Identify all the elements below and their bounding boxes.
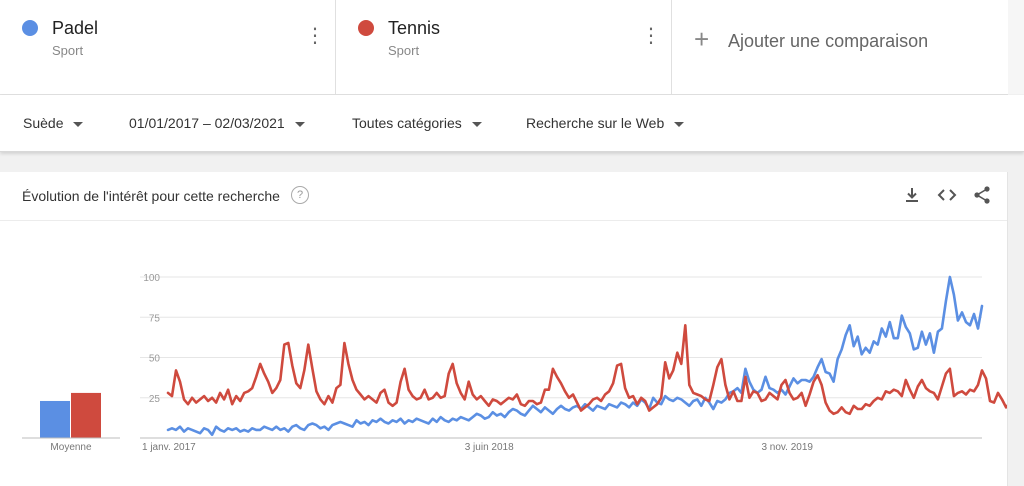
panel-title: Évolution de l'intérêt pour cette recher… <box>22 188 280 204</box>
term-type: Sport <box>52 43 84 58</box>
panel-header: Évolution de l'intérêt pour cette recher… <box>0 172 1007 221</box>
term-name[interactable]: Tennis <box>388 18 441 38</box>
series-line-padel <box>166 275 984 437</box>
plus-icon: + <box>694 24 710 54</box>
more-vert-icon[interactable]: ⋮ <box>305 25 325 47</box>
caret-down-icon <box>73 121 84 127</box>
region-value: Suède <box>23 115 64 131</box>
x-tick-label: 3 juin 2018 <box>465 442 514 453</box>
question-circle-icon[interactable]: ? <box>291 186 309 204</box>
add-comparison-label: Ajouter une comparaison <box>728 31 929 51</box>
term-name[interactable]: Padel <box>52 18 99 38</box>
date-range-value: 01/01/2017 – 02/03/2021 <box>129 115 285 131</box>
share-icon[interactable] <box>971 184 993 206</box>
term-card-padel[interactable]: Padel Sport ⋮ <box>0 0 336 94</box>
x-tick-label: 1 janv. 2017 <box>142 442 196 453</box>
search-type-value: Recherche sur le Web <box>526 115 665 131</box>
term-type: Sport <box>388 43 420 58</box>
average-label: Moyenne <box>50 442 92 453</box>
series-line-tennis <box>166 324 1007 416</box>
average-bar-tennis <box>71 392 101 438</box>
scrollbar-track[interactable] <box>1008 0 1024 94</box>
filters-bar: Suède 01/01/2017 – 02/03/2021 Toutes cat… <box>0 95 1024 152</box>
average-bar-padel <box>40 400 70 438</box>
caret-down-icon <box>294 121 305 127</box>
term-color-dot <box>358 20 374 36</box>
caret-down-icon <box>674 121 685 127</box>
x-tick-label: 3 nov. 2019 <box>761 442 813 453</box>
search-terms-bar: Padel Sport ⋮ Tennis Sport ⋮ + Ajouter u… <box>0 0 1008 95</box>
region-dropdown[interactable]: Suède <box>23 95 84 151</box>
y-tick-label: 25 <box>149 394 161 405</box>
add-comparison-button[interactable]: + Ajouter une comparaison <box>672 0 1008 94</box>
category-value: Toutes catégories <box>352 115 462 131</box>
y-tick-label: 50 <box>149 354 161 365</box>
y-tick-label: 100 <box>143 273 160 284</box>
interest-over-time-panel: Évolution de l'intérêt pour cette recher… <box>0 172 1008 486</box>
search-type-dropdown[interactable]: Recherche sur le Web <box>526 95 685 151</box>
more-vert-icon[interactable]: ⋮ <box>641 25 661 47</box>
embed-code-icon[interactable] <box>936 184 958 206</box>
download-icon[interactable] <box>901 184 923 206</box>
category-dropdown[interactable]: Toutes catégories <box>352 95 482 151</box>
caret-down-icon <box>471 121 482 127</box>
term-card-tennis[interactable]: Tennis Sport ⋮ <box>336 0 672 94</box>
date-range-dropdown[interactable]: 01/01/2017 – 02/03/2021 <box>129 95 305 151</box>
interest-line-chart: 100 75 50 25 1 janv. 2017 3 juin 2018 3 nov. 2… <box>22 273 1007 453</box>
y-tick-label: 75 <box>149 313 161 324</box>
term-color-dot <box>22 20 38 36</box>
